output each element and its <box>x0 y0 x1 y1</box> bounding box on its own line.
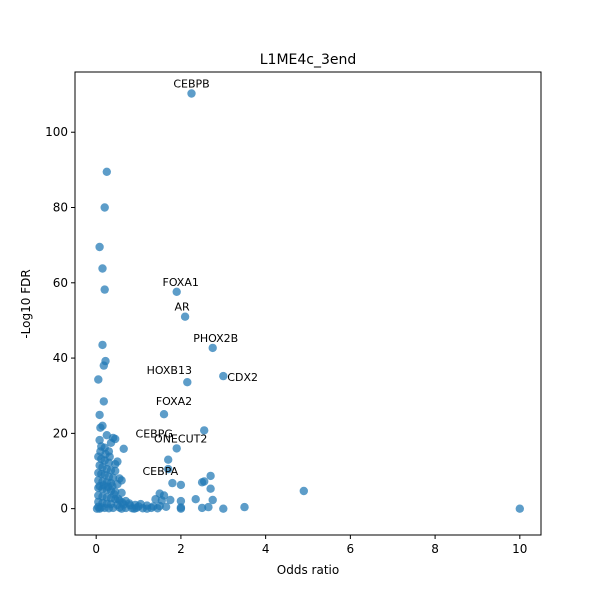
data-point <box>95 410 104 420</box>
points-layer <box>92 89 524 513</box>
x-tick-label: 8 <box>431 542 439 556</box>
y-axis-label: -Log10 FDR <box>19 269 33 338</box>
data-point <box>99 397 109 406</box>
data-point <box>183 378 192 387</box>
data-point <box>187 89 196 98</box>
data-point <box>108 481 117 491</box>
data-point <box>159 410 169 419</box>
data-point <box>99 361 109 370</box>
data-point <box>176 480 186 490</box>
data-point <box>113 457 122 466</box>
data-point <box>102 431 112 440</box>
data-point <box>168 478 177 488</box>
data-point <box>161 502 171 511</box>
x-axis: 0 2 4 6 8 10 <box>92 535 527 556</box>
plot-area-frame <box>74 71 542 536</box>
data-point <box>172 287 181 296</box>
x-tick-label: 10 <box>512 542 527 556</box>
data-point <box>191 495 200 504</box>
data-point <box>117 504 126 513</box>
data-point <box>219 371 228 381</box>
data-point <box>111 466 120 476</box>
data-point <box>208 343 217 353</box>
data-point <box>176 504 186 513</box>
annotation-foxa2: FOXA2 <box>156 395 192 408</box>
data-point <box>180 312 190 321</box>
data-point <box>164 455 173 464</box>
y-tick-label: 60 <box>53 276 68 290</box>
data-point <box>172 444 181 453</box>
annotation-cebpb: CEBPB <box>173 78 209 91</box>
data-point <box>117 488 126 497</box>
data-point <box>197 503 207 513</box>
x-tick-label: 0 <box>92 542 100 556</box>
data-point <box>204 502 213 512</box>
data-point <box>197 478 207 487</box>
data-point <box>98 264 107 273</box>
data-point <box>117 476 126 485</box>
data-point <box>94 375 103 384</box>
y-tick-label: 40 <box>53 351 68 365</box>
data-point <box>96 423 105 432</box>
annotation-onecut2: ONECUT2 <box>154 432 207 445</box>
annotation-cebpg: CEBPG <box>136 427 173 440</box>
annotation-hoxb13: HOXB13 <box>147 364 192 377</box>
data-point <box>95 504 104 513</box>
y-tick-label: 80 <box>53 201 68 215</box>
data-point <box>136 499 145 509</box>
annotation-cdx2: CDX2 <box>227 371 258 384</box>
chart-title: L1ME4c_3end <box>260 52 357 68</box>
data-point <box>515 504 524 513</box>
data-point <box>108 503 118 513</box>
x-tick-label: 2 <box>177 542 185 556</box>
annotation-ar: AR <box>175 301 191 314</box>
data-point <box>176 496 186 506</box>
data-point <box>166 495 175 505</box>
data-point <box>100 285 109 294</box>
data-point <box>200 426 209 435</box>
data-point <box>151 495 160 504</box>
data-point <box>299 486 308 496</box>
y-axis: 0 20 40 60 80 100 <box>45 125 75 516</box>
data-point <box>142 504 152 513</box>
data-point <box>118 498 127 507</box>
data-point <box>102 167 112 176</box>
data-point <box>95 435 104 445</box>
data-point <box>164 464 173 474</box>
y-tick-label: 20 <box>53 426 68 440</box>
y-tick-label: 100 <box>45 125 68 139</box>
y-tick-label: 0 <box>60 502 68 516</box>
data-point <box>119 444 128 453</box>
data-point <box>206 471 215 481</box>
x-axis-label: Odds ratio <box>277 563 339 577</box>
x-tick-label: 4 <box>262 542 270 556</box>
annotation-foxa1: FOXA1 <box>163 276 199 289</box>
data-point <box>106 438 116 447</box>
annotation-phox2b: PHOX2B <box>193 332 238 345</box>
data-point <box>95 242 104 252</box>
data-point <box>96 447 105 456</box>
data-point <box>153 504 162 513</box>
data-point <box>206 484 215 493</box>
data-point <box>98 340 107 350</box>
annotation-cebpa: CEBPA <box>143 465 179 478</box>
x-tick-label: 6 <box>347 542 355 556</box>
data-point <box>240 502 249 512</box>
data-point <box>219 504 228 513</box>
data-point <box>208 495 217 505</box>
data-point <box>100 203 109 212</box>
annotations-layer: CEBPB FOXA1 AR PHOX2B HOXB13 CDX2 FOXA2 CEBPGON… <box>136 78 258 479</box>
